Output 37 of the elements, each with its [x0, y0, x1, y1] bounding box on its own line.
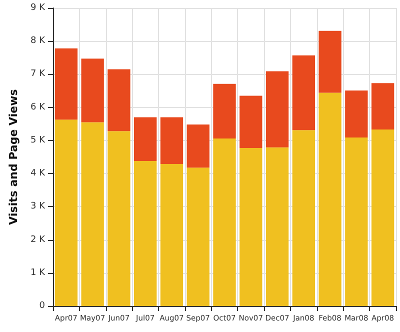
y-axis-title: Visits and Page Views	[7, 88, 20, 225]
bar	[345, 137, 368, 306]
bar	[240, 148, 262, 306]
bar	[318, 30, 342, 93]
bar	[371, 83, 394, 130]
bar	[266, 147, 289, 306]
bar	[186, 124, 210, 168]
bar	[81, 58, 104, 122]
y-tick-label: 9 K	[30, 3, 46, 13]
bar	[54, 48, 78, 120]
y-tick-label: 2 K	[30, 234, 46, 245]
bar	[345, 90, 368, 138]
bar	[318, 92, 342, 306]
y-tick-label: 7 K	[30, 69, 46, 80]
bar	[240, 96, 262, 148]
bar	[81, 122, 104, 306]
bar	[292, 130, 315, 306]
y-tick-label: 6 K	[30, 102, 46, 112]
bar	[213, 138, 236, 306]
bar	[186, 168, 210, 306]
bar	[213, 84, 236, 138]
bar	[160, 164, 184, 306]
y-tick-label: 4 K	[30, 168, 46, 179]
bar	[54, 120, 78, 306]
bar	[371, 130, 394, 306]
bar	[292, 55, 315, 130]
bar	[108, 69, 130, 132]
y-tick-label: 3 K	[30, 202, 46, 212]
bar	[134, 117, 157, 161]
y-tick-label: 5 K	[30, 135, 46, 146]
bar	[134, 160, 157, 306]
bar	[108, 131, 130, 306]
bar	[266, 71, 289, 148]
y-tick-label: 8 K	[30, 36, 46, 46]
y-tick-label: 0	[39, 301, 46, 311]
y-tick-label: 1 K	[30, 268, 46, 278]
bar	[160, 117, 184, 164]
